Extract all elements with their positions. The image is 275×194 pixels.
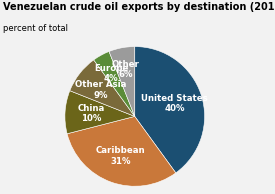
Wedge shape [67, 116, 176, 186]
Text: Europe
4%: Europe 4% [94, 64, 128, 83]
Text: Venezuelan crude oil exports by destination (2011): Venezuelan crude oil exports by destinat… [3, 2, 275, 12]
Text: Other
6%: Other 6% [112, 60, 140, 80]
Text: China
10%: China 10% [78, 104, 105, 123]
Wedge shape [70, 60, 135, 116]
Wedge shape [109, 47, 135, 116]
Wedge shape [94, 51, 135, 116]
Wedge shape [135, 47, 205, 173]
Text: United States
40%: United States 40% [141, 94, 208, 113]
Text: Caribbean
31%: Caribbean 31% [96, 146, 145, 165]
Wedge shape [65, 91, 135, 134]
Text: Other Asia
9%: Other Asia 9% [75, 80, 126, 100]
Text: percent of total: percent of total [3, 24, 68, 33]
